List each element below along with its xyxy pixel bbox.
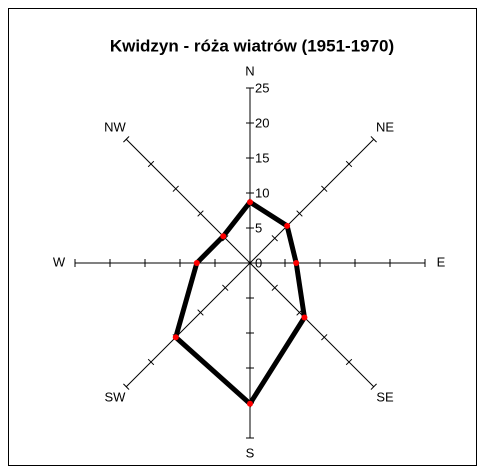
tick-mark: [123, 383, 130, 390]
tick-label: 20: [255, 115, 269, 130]
data-marker: [247, 199, 253, 206]
data-marker: [301, 314, 308, 321]
data-marker: [247, 400, 253, 407]
tick-mark: [345, 358, 353, 366]
tick-mark: [296, 210, 303, 217]
category-label: W: [53, 254, 66, 269]
chart-frame: [8, 8, 477, 466]
data-marker: [284, 222, 291, 229]
axis-line: [249, 262, 375, 388]
category-label: S: [246, 445, 255, 460]
tick-mark: [147, 160, 155, 168]
axis-line: [125, 138, 251, 264]
data-marker: [172, 334, 179, 341]
axis-line: [249, 138, 375, 264]
category-label: E: [437, 254, 446, 269]
data-marker: [293, 260, 300, 266]
tick-mark: [370, 136, 377, 143]
tick-mark: [321, 185, 328, 192]
tick-mark: [271, 284, 278, 291]
tick-label: 0: [255, 255, 262, 270]
category-label: NE: [376, 119, 394, 134]
tick-mark: [147, 358, 155, 366]
tick-label: 5: [255, 220, 262, 235]
tick-mark: [197, 309, 204, 316]
tick-mark: [271, 235, 278, 242]
category-label: SE: [376, 389, 394, 404]
tick-mark: [172, 185, 179, 192]
tick-label: 10: [255, 185, 269, 200]
data-marker: [220, 233, 227, 240]
tick-mark: [321, 334, 328, 341]
tick-label: 25: [255, 80, 269, 95]
tick-mark: [123, 136, 130, 143]
data-marker: [193, 260, 200, 266]
axis-line: [125, 262, 251, 388]
tick-label: 15: [255, 150, 269, 165]
tick-mark: [345, 160, 353, 168]
tick-mark: [370, 383, 377, 390]
category-label: SW: [104, 389, 126, 404]
category-label: NW: [104, 119, 126, 134]
category-label: N: [245, 63, 254, 78]
chart-title: Kwidzyn - róża wiatrów (1951-1970): [110, 36, 394, 55]
tick-mark: [222, 284, 229, 291]
tick-mark: [197, 210, 204, 217]
